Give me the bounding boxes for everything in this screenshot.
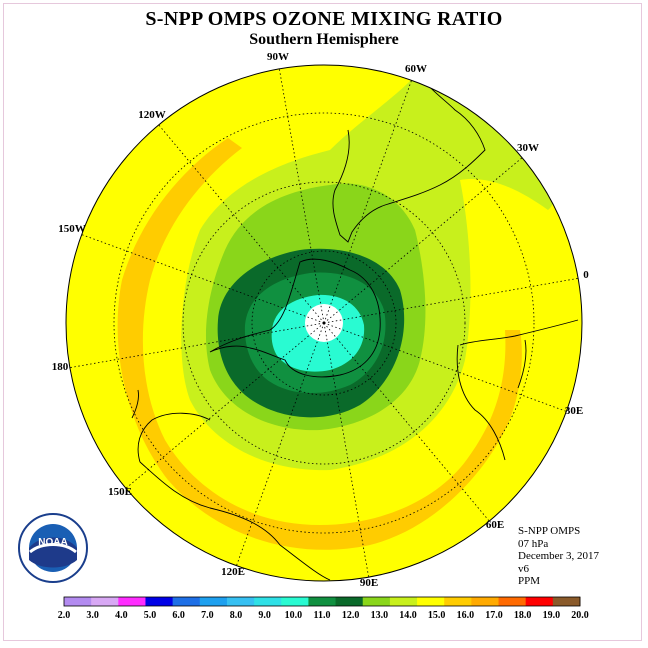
colorbar-swatch (145, 597, 174, 606)
colorbar-swatch (254, 597, 282, 606)
meridian-label: 180 (52, 361, 69, 373)
colorbar-swatch (362, 597, 391, 606)
colorbar-swatch (444, 597, 472, 606)
south-pole-marker (322, 321, 326, 325)
meridian-label: 150W (58, 223, 86, 235)
meridian-label: 60W (405, 63, 427, 75)
colorbar-swatch (64, 597, 92, 606)
colorbar-tick-label: 19.0 (543, 610, 561, 621)
colorbar: 2.0 3.0 4.0 5.0 6.0 7.0 8.0 9.0 10.0 11.0 12.0 13.0… (58, 596, 589, 621)
page-title: S-NPP OMPS OZONE MIXING RATIO (145, 8, 503, 30)
coastline-south-america (332, 74, 486, 243)
colorbar-swatch (226, 597, 255, 606)
colorbar-tick-label: 18.0 (514, 610, 532, 621)
colorbar-tick-label: 9.0 (258, 610, 271, 621)
colorbar-swatch (281, 597, 309, 606)
colorbar-tick-label: 3.0 (86, 610, 99, 621)
colorbar-tick-label: 8.0 (230, 610, 243, 621)
info-units: PPM (518, 575, 541, 587)
colorbar-tick-label: 12.0 (342, 610, 360, 621)
meridian-label: 30E (565, 405, 583, 417)
coastline-africa (456, 319, 579, 461)
colorbar-tick-label: 13.0 (371, 610, 389, 621)
colorbar-tick-label: 10.0 (285, 610, 303, 621)
latitude-lines (113, 112, 535, 534)
coastline-australia (137, 412, 331, 581)
meridian-label: 120E (221, 566, 245, 578)
image-frame (3, 3, 642, 641)
meridian-label: 60E (486, 519, 504, 531)
colorbar-frame (63, 596, 581, 607)
colorbar-swatch (525, 597, 554, 606)
colorbar-tick-label: 5.0 (144, 610, 157, 621)
noaa-logo-text: NOAA (38, 537, 67, 548)
meridian-label: 90W (267, 51, 289, 63)
meridian-labels: 90W 60W 30W 0 30E 60E 90E 120E 150E 180 150W 120W (52, 51, 590, 589)
coastline-madagascar (517, 339, 527, 389)
noaa-logo: NOAA (18, 513, 88, 583)
meridian-label: 90E (360, 577, 378, 589)
colorbar-tick-label: 17.0 (485, 610, 503, 621)
meridian-label: 120W (138, 109, 166, 121)
colorbar-swatch (417, 597, 445, 606)
page-subtitle: Southern Hemisphere (249, 31, 399, 48)
info-version: v6 (518, 562, 529, 575)
colorbar-tick-label: 14.0 (399, 610, 417, 621)
colorbar-tick-label: 20.0 (571, 610, 589, 621)
map-boundary (65, 64, 583, 582)
info-date: December 3, 2017 (518, 550, 599, 562)
colorbar-swatch (118, 597, 146, 606)
colorbar-tick-label: 16.0 (457, 610, 475, 621)
colorbar-swatch (308, 597, 337, 606)
colorbar-swatch (498, 597, 527, 606)
colorbar-tick-label: 15.0 (428, 610, 446, 621)
colorbar-swatch (199, 597, 228, 606)
coastline-new-zealand (131, 389, 139, 419)
colorbar-swatch (335, 597, 364, 606)
coastline-antarctica (209, 258, 381, 378)
meridian-label: 150E (108, 486, 132, 498)
info-panel: S-NPP OMPS 07 hPa December 3, 2017 v6 PP… (518, 525, 599, 588)
colorbar-swatch (389, 597, 418, 606)
colorbar-swatch (471, 597, 500, 606)
colorbar-tick-label: 11.0 (314, 610, 331, 621)
meridian-label: 0 (583, 269, 589, 281)
info-level: 07 hPa (518, 537, 549, 550)
colorbar-tick-label: 7.0 (201, 610, 214, 621)
coastlines (131, 74, 579, 581)
meridian-lines (67, 66, 581, 580)
colorbar-tick-label: 4.0 (115, 610, 128, 621)
colorbar-swatch (172, 597, 201, 606)
info-instrument: S-NPP OMPS (518, 525, 581, 537)
colorbar-tick-label: 6.0 (172, 610, 185, 621)
meridian-label: 30W (517, 142, 539, 154)
colorbar-tick-label: 2.0 (58, 610, 71, 621)
colorbar-swatch (91, 597, 119, 606)
colorbar-swatch (552, 597, 581, 606)
